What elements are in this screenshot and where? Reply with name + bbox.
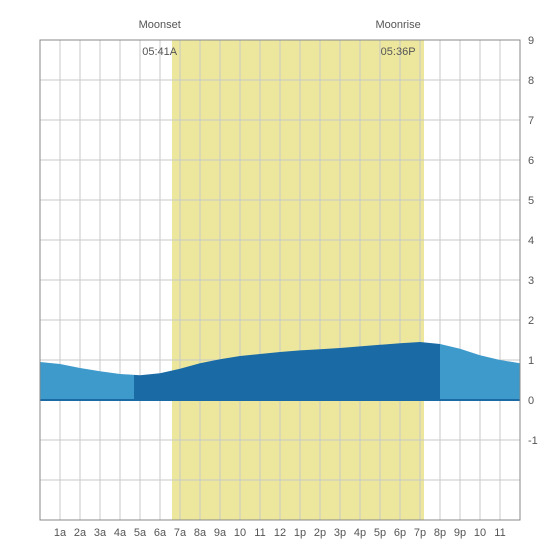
x-tick-label: 6p — [394, 527, 406, 539]
moonrise-title: Moonrise — [375, 19, 420, 31]
x-tick-label: 11 — [494, 527, 505, 539]
y-tick-label: 1 — [528, 355, 534, 367]
y-tick-label: 7 — [528, 115, 534, 127]
x-tick-label: 8a — [194, 527, 207, 539]
moonrise-annotation: Moonrise 05:36P — [362, 6, 422, 72]
x-tick-label: 9a — [214, 527, 227, 539]
y-tick-label: 5 — [528, 195, 534, 207]
y-tick-label: 4 — [528, 235, 534, 247]
x-tick-label: 5a — [134, 527, 147, 539]
moonset-title: Moonset — [139, 19, 181, 31]
x-tick-label: 8p — [434, 527, 446, 539]
x-tick-label: 2a — [74, 527, 87, 539]
tide-chart: Moonset 05:41A Moonrise 05:36P -10123456… — [0, 0, 550, 550]
x-tick-label: 5p — [374, 527, 386, 539]
y-tick-label: 6 — [528, 155, 534, 167]
x-tick-label: 2p — [314, 527, 326, 539]
moonset-annotation: Moonset 05:41A — [124, 6, 184, 72]
x-tick-label: 10 — [234, 527, 246, 539]
y-tick-label: 3 — [528, 275, 534, 287]
x-tick-label: 4a — [114, 527, 127, 539]
x-tick-label: 10 — [474, 527, 486, 539]
chart-svg: -101234567891a2a3a4a5a6a7a8a9a1011121p2p… — [0, 0, 550, 550]
x-tick-label: 6a — [154, 527, 167, 539]
x-tick-label: 3a — [94, 527, 107, 539]
x-tick-label: 9p — [454, 527, 466, 539]
x-tick-label: 7a — [174, 527, 187, 539]
x-tick-label: 11 — [254, 527, 265, 539]
y-tick-label: 9 — [528, 35, 534, 47]
y-tick-label: 0 — [528, 395, 534, 407]
x-tick-label: 4p — [354, 527, 366, 539]
y-tick-label: 2 — [528, 315, 534, 327]
moonset-time: 05:41A — [142, 46, 177, 58]
x-tick-label: 1p — [294, 527, 306, 539]
x-tick-label: 3p — [334, 527, 346, 539]
y-tick-label: 8 — [528, 75, 534, 87]
moonrise-time: 05:36P — [381, 46, 416, 58]
y-tick-label: -1 — [528, 435, 538, 447]
x-tick-label: 7p — [414, 527, 426, 539]
x-tick-label: 12 — [274, 527, 286, 539]
x-tick-label: 1a — [54, 527, 67, 539]
